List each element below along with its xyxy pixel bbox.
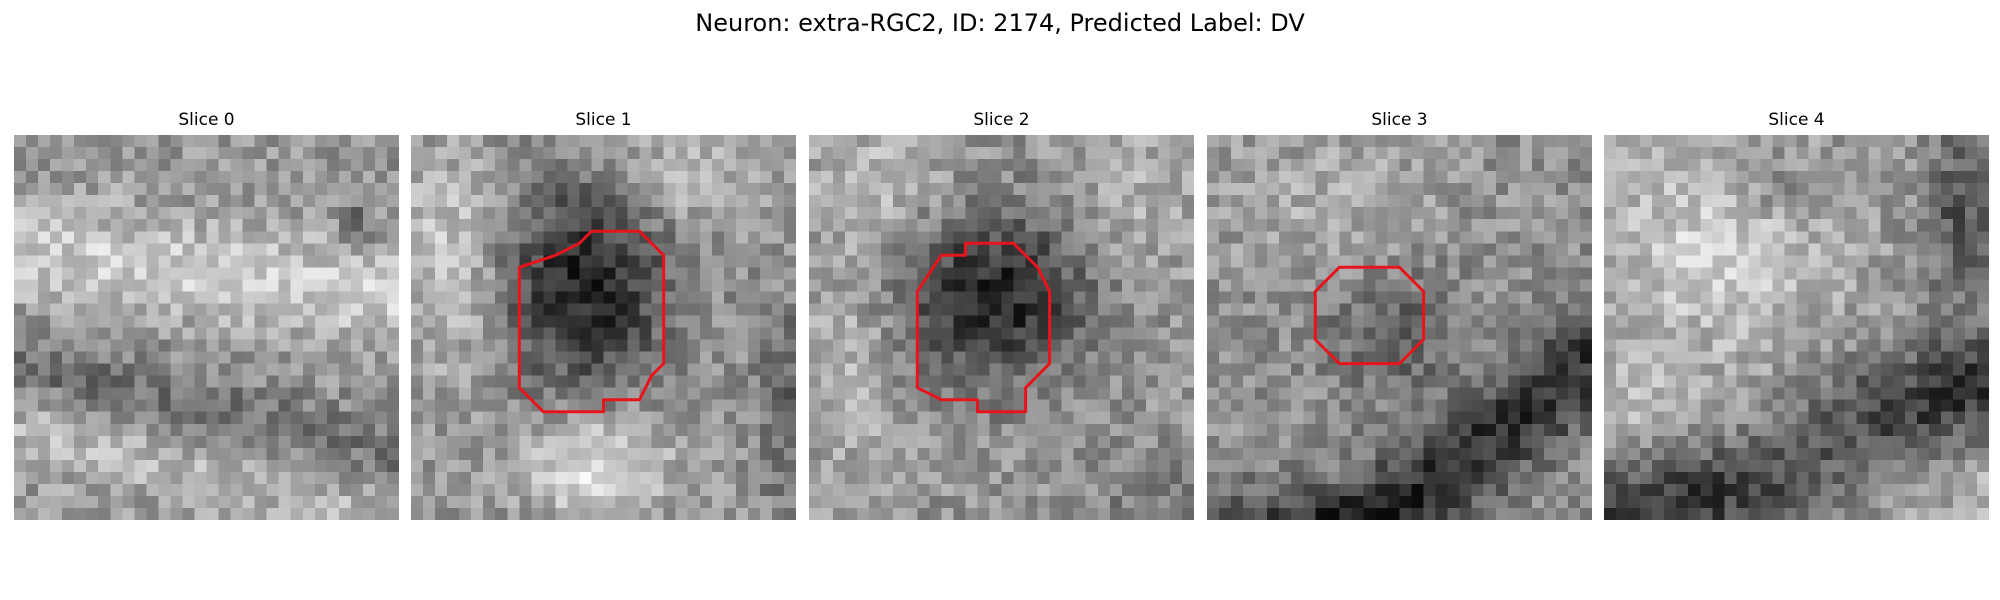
slice-title-4: Slice 4 bbox=[1768, 110, 1825, 130]
slice-title-1: Slice 1 bbox=[575, 110, 632, 130]
roi-outline-3 bbox=[1313, 265, 1426, 366]
slice-image-0 bbox=[14, 135, 399, 520]
slice-title-3: Slice 3 bbox=[1371, 110, 1428, 130]
slice-title-0: Slice 0 bbox=[178, 110, 235, 130]
roi-outline-1 bbox=[517, 229, 666, 414]
slice-panel-3: Slice 3 bbox=[1207, 108, 1592, 520]
slice-panel-0: Slice 0 bbox=[14, 108, 399, 520]
slice-image-4 bbox=[1604, 135, 1989, 520]
slice-panel-4: Slice 4 bbox=[1604, 108, 1989, 520]
slice-image-2 bbox=[809, 135, 1194, 520]
slice-title-2: Slice 2 bbox=[973, 110, 1030, 130]
slice-image-3 bbox=[1207, 135, 1592, 520]
figure-title: Neuron: extra-RGC2, ID: 2174, Predicted … bbox=[695, 9, 1305, 37]
slice-panel-2: Slice 2 bbox=[809, 108, 1194, 520]
slice-panel-1: Slice 1 bbox=[411, 108, 796, 520]
slice-image-1 bbox=[411, 135, 796, 520]
roi-outline-2 bbox=[915, 241, 1052, 414]
